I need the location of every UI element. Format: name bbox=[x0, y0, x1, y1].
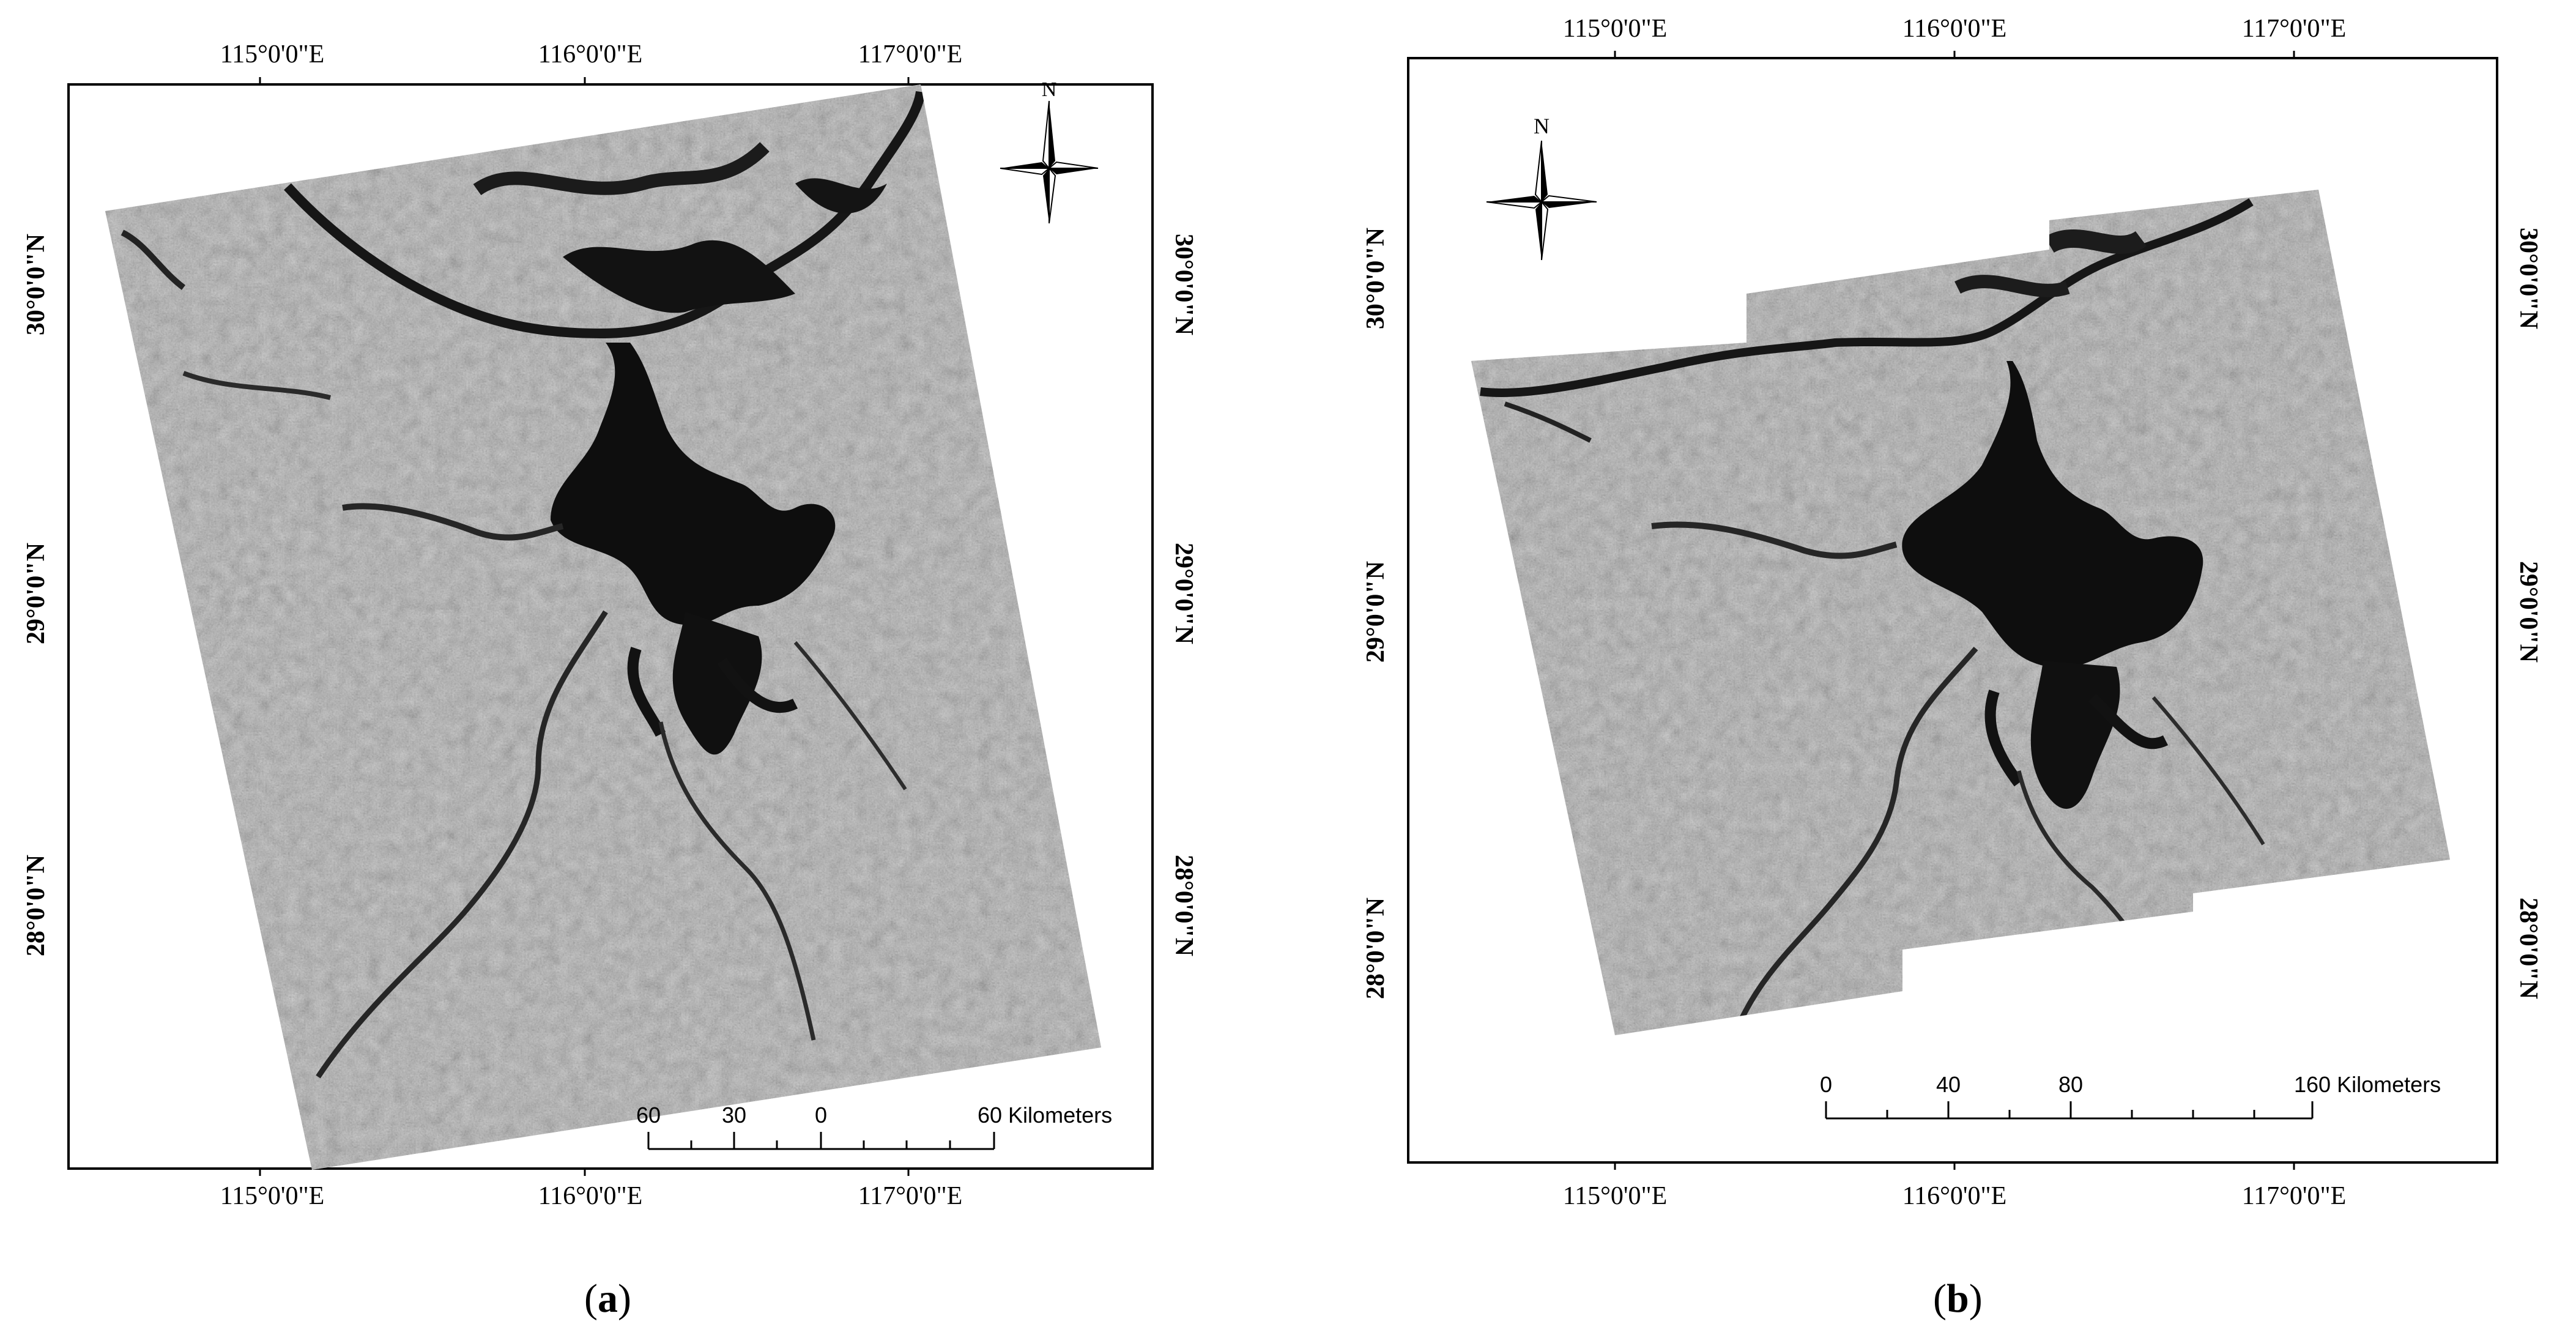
north-arrow-icon: N bbox=[1486, 114, 1597, 261]
north-label-a: N bbox=[1042, 78, 1057, 101]
scale-tick-b-1: 40 bbox=[1936, 1072, 1961, 1097]
scale-bar-a: 60 30 0 60 Kilometers bbox=[636, 1103, 1112, 1150]
scale-tick-a-1: 30 bbox=[722, 1103, 746, 1128]
north-arrow-icon: N bbox=[1000, 78, 1099, 224]
poyang-lake-a bbox=[551, 343, 836, 625]
caption-b: (b) bbox=[1933, 1276, 1983, 1321]
right-lat-axis-a: 30°0'0"N 29°0'0"N 28°0'0"N bbox=[1170, 234, 1198, 956]
scale-tick-a-0: 60 bbox=[636, 1103, 661, 1128]
left-lat-label-b-1: 29°0'0"N bbox=[1362, 561, 1390, 663]
bottom-lon-label-b-2: 117°0'0"E bbox=[2242, 1182, 2347, 1210]
scale-tick-a-3: 60 Kilometers bbox=[978, 1103, 1112, 1128]
top-lon-axis-b: 115°0'0"E 116°0'0"E 117°0'0"E bbox=[1563, 15, 2347, 58]
bottom-lon-label-a-0: 115°0'0"E bbox=[220, 1182, 325, 1210]
right-lat-label-b-0: 30°0'0"N bbox=[2514, 228, 2542, 329]
left-lat-label-a-0: 30°0'0"N bbox=[22, 234, 50, 335]
top-lon-label-a-0: 115°0'0"E bbox=[220, 40, 325, 69]
scale-bar-b: 0 40 80 160 Kilometers bbox=[1820, 1072, 2441, 1120]
left-lat-label-a-1: 29°0'0"N bbox=[22, 543, 50, 644]
bottom-lon-label-b-1: 116°0'0"E bbox=[1902, 1182, 2007, 1210]
right-lat-label-a-2: 28°0'0"N bbox=[1170, 855, 1198, 956]
top-lon-label-b-1: 116°0'0"E bbox=[1902, 15, 2007, 43]
bottom-lon-label-a-2: 117°0'0"E bbox=[858, 1182, 963, 1210]
top-lon-label-a-2: 117°0'0"E bbox=[858, 40, 963, 69]
top-lon-axis-a: 115°0'0"E 116°0'0"E 117°0'0"E bbox=[220, 40, 963, 84]
left-lat-label-a-2: 28°0'0"N bbox=[22, 855, 50, 956]
bottom-lon-label-a-1: 116°0'0"E bbox=[538, 1182, 643, 1210]
bottom-lon-axis-b: 115°0'0"E 116°0'0"E 117°0'0"E bbox=[1563, 1162, 2347, 1210]
right-lat-label-a-0: 30°0'0"N bbox=[1170, 234, 1198, 335]
poyang-lake-b bbox=[1902, 361, 2203, 668]
upper-lakes-a bbox=[563, 240, 795, 313]
gan-river-b bbox=[1734, 647, 1978, 1029]
top-lon-label-b-2: 117°0'0"E bbox=[2242, 15, 2347, 43]
yangtze-river-a bbox=[284, 91, 926, 339]
scale-tick-b-0: 0 bbox=[1820, 1072, 1832, 1097]
right-lat-label-b-2: 28°0'0"N bbox=[2514, 898, 2542, 999]
map-panel-a: 115°0'0"E 116°0'0"E 117°0'0"E 115°0'0"E … bbox=[22, 40, 1198, 1210]
caption-a: (a) bbox=[584, 1276, 631, 1321]
left-lat-label-b-2: 28°0'0"N bbox=[1362, 898, 1390, 999]
gan-river-a bbox=[316, 610, 608, 1079]
map-panel-b: 115°0'0"E 116°0'0"E 117°0'0"E 115°0'0"E … bbox=[1362, 15, 2542, 1210]
left-lat-label-b-0: 30°0'0"N bbox=[1362, 228, 1390, 329]
bottom-lon-label-b-0: 115°0'0"E bbox=[1563, 1182, 1668, 1210]
caption-a-letter: a bbox=[597, 1276, 618, 1321]
left-lat-axis-a: 30°0'0"N 29°0'0"N 28°0'0"N bbox=[22, 234, 50, 956]
left-lat-axis-b: 30°0'0"N 29°0'0"N 28°0'0"N bbox=[1362, 228, 1390, 999]
scale-tick-b-2: 80 bbox=[2058, 1072, 2083, 1097]
caption-b-letter: b bbox=[1946, 1276, 1969, 1321]
right-lat-axis-b: 30°0'0"N 29°0'0"N 28°0'0"N bbox=[2514, 228, 2542, 999]
yangtze-river-b bbox=[1480, 198, 2254, 397]
top-lon-label-b-0: 115°0'0"E bbox=[1563, 15, 1668, 43]
top-lon-label-a-1: 116°0'0"E bbox=[538, 40, 643, 69]
north-label-b: N bbox=[1534, 114, 1550, 138]
right-lat-label-b-1: 29°0'0"N bbox=[2514, 561, 2542, 663]
scale-tick-b-3: 160 Kilometers bbox=[2294, 1072, 2441, 1097]
scale-tick-a-2: 0 bbox=[815, 1103, 827, 1128]
bottom-lon-axis-a: 115°0'0"E 116°0'0"E 117°0'0"E bbox=[220, 1169, 963, 1210]
right-lat-label-a-1: 29°0'0"N bbox=[1170, 543, 1198, 644]
